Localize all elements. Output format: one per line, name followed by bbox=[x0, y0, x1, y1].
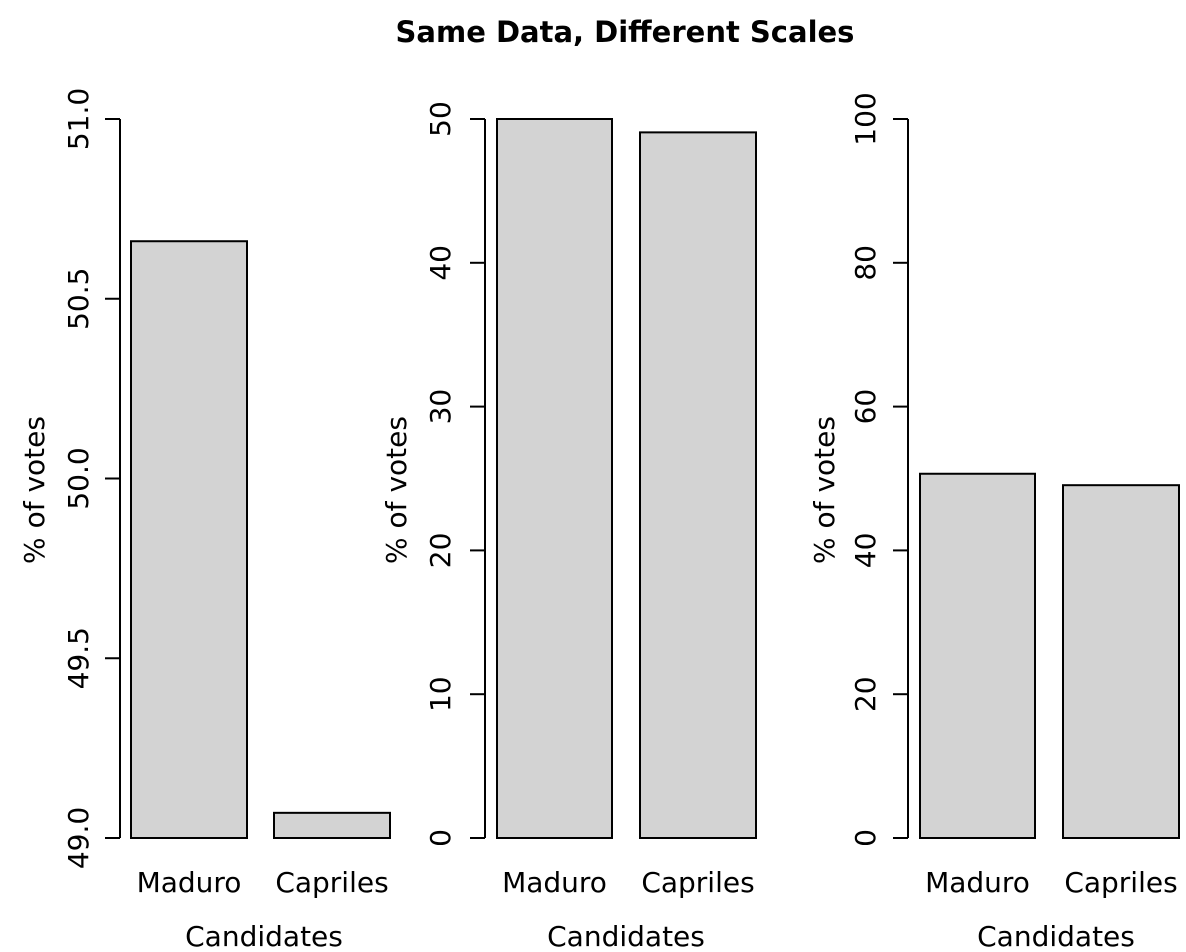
y-tick-label: 49.0 bbox=[62, 807, 95, 869]
bar-maduro bbox=[130, 240, 248, 840]
chart-title: Same Data, Different Scales bbox=[396, 15, 855, 49]
y-tick-label: 0 bbox=[849, 829, 882, 847]
bar-capriles bbox=[273, 811, 391, 840]
y-axis-title: % of votes bbox=[380, 416, 413, 564]
y-tick-label: 51.0 bbox=[62, 88, 95, 150]
x-tick-label: Capriles bbox=[1064, 866, 1177, 899]
chart-panels: 49.0 49.5 50.0 50.5 51.0 Maduro Capriles Candid… bbox=[18, 88, 1180, 952]
chart-panel-1: 49.0 49.5 50.0 50.5 51.0 Maduro Capriles Candid… bbox=[18, 88, 391, 952]
bar-capriles bbox=[639, 131, 757, 839]
y-tick-label: 20 bbox=[424, 533, 457, 569]
y-tick-label: 49.5 bbox=[62, 627, 95, 689]
y-tick-label: 50 bbox=[424, 101, 457, 137]
x-tick-label: Capriles bbox=[641, 866, 754, 899]
x-axis-title: Candidates bbox=[547, 920, 705, 952]
y-tick-label: 0 bbox=[424, 829, 457, 847]
x-tick-label: Capriles bbox=[275, 866, 388, 899]
y-tick-label: 20 bbox=[849, 676, 882, 712]
y-tick-label: 80 bbox=[849, 245, 882, 281]
y-tick-label: 40 bbox=[424, 245, 457, 281]
chart-panel-2: 0 10 20 30 40 50 Maduro Capriles Candidates % of … bbox=[380, 101, 757, 952]
x-axis-title: Candidates bbox=[185, 920, 343, 952]
y-axis-title: % of votes bbox=[808, 416, 841, 564]
y-tick-label: 50.0 bbox=[62, 447, 95, 509]
x-tick-label: Maduro bbox=[925, 866, 1030, 899]
chart-panel-3: 0 20 40 60 80 100 Maduro Capriles Candidates % of… bbox=[808, 92, 1180, 952]
y-tick-label: 30 bbox=[424, 389, 457, 425]
y-tick-label: 40 bbox=[849, 533, 882, 569]
y-tick-label: 10 bbox=[424, 676, 457, 712]
y-tick-label: 50.5 bbox=[62, 268, 95, 330]
bar-maduro bbox=[919, 472, 1036, 839]
bar-maduro bbox=[496, 118, 613, 839]
y-axis-title: % of votes bbox=[18, 416, 51, 564]
y-tick-label: 60 bbox=[849, 389, 882, 425]
x-tick-label: Maduro bbox=[502, 866, 607, 899]
x-axis-title: Candidates bbox=[977, 920, 1135, 952]
x-tick-label: Maduro bbox=[137, 866, 242, 899]
bar-capriles bbox=[1062, 484, 1180, 839]
y-tick-label: 100 bbox=[849, 92, 882, 145]
